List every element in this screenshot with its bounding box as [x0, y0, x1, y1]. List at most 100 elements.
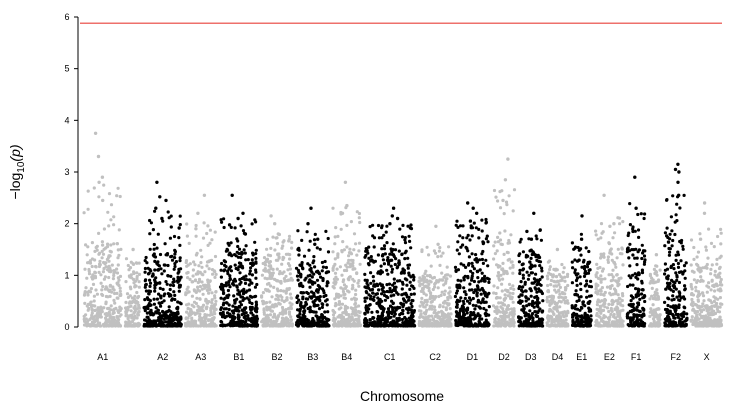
- snp-point: [146, 324, 150, 328]
- snp-point: [167, 216, 171, 220]
- snp-point: [299, 281, 303, 285]
- snp-point: [587, 301, 591, 305]
- snp-point: [493, 320, 497, 324]
- snp-point: [268, 275, 272, 279]
- snp-point: [385, 268, 389, 272]
- snp-point: [250, 281, 254, 285]
- snp-point: [175, 311, 179, 315]
- snp-point: [348, 262, 352, 266]
- snp-point: [546, 299, 551, 303]
- snp-point: [267, 264, 271, 268]
- snp-point: [210, 313, 214, 317]
- snp-point: [433, 282, 437, 286]
- snp-point: [632, 321, 636, 325]
- snp-point: [486, 321, 490, 325]
- snp-point: [239, 303, 243, 307]
- snp-point: [606, 258, 610, 262]
- snp-point: [184, 293, 188, 297]
- snp-point: [531, 250, 535, 254]
- snp-point: [594, 233, 598, 237]
- snp-point: [409, 292, 413, 296]
- snp-point: [265, 301, 269, 305]
- snp-point: [332, 309, 336, 313]
- snp-point: [627, 256, 631, 260]
- snp-point: [477, 320, 481, 324]
- snp-point: [166, 274, 170, 278]
- snp-point: [318, 299, 322, 303]
- snp-point: [363, 272, 367, 276]
- snp-point: [480, 229, 484, 233]
- snp-point: [598, 307, 602, 311]
- snp-point: [92, 186, 96, 190]
- snp-point: [354, 308, 358, 312]
- snp-point: [398, 324, 403, 328]
- snp-point: [388, 304, 393, 308]
- snp-point: [596, 298, 600, 302]
- snp-point: [280, 316, 285, 320]
- snp-point: [652, 281, 657, 285]
- snp-point: [558, 324, 562, 328]
- snp-point: [235, 250, 239, 254]
- snp-point: [342, 283, 347, 287]
- snp-point: [463, 313, 467, 317]
- snp-point: [469, 269, 473, 273]
- snp-point: [464, 292, 468, 297]
- snp-point: [247, 298, 251, 302]
- snp-peak-point: [436, 242, 440, 246]
- snp-point: [534, 234, 538, 238]
- snp-point: [396, 292, 400, 296]
- snp-point: [400, 235, 405, 239]
- snp-point: [104, 300, 108, 304]
- snp-point: [400, 287, 404, 291]
- snp-point: [648, 297, 652, 301]
- snp-point: [402, 268, 406, 273]
- snp-point: [156, 232, 160, 236]
- snp-point: [115, 271, 120, 275]
- snp-point: [254, 256, 258, 260]
- snp-point: [442, 292, 446, 297]
- snp-point: [206, 318, 211, 323]
- chromosome-seg1-points: [123, 247, 142, 328]
- snp-point: [407, 295, 411, 299]
- snp-point: [357, 314, 361, 318]
- snp-point: [425, 280, 429, 284]
- snp-point: [300, 261, 304, 265]
- snp-point: [244, 320, 248, 324]
- snp-point: [260, 273, 264, 277]
- snp-point: [268, 313, 273, 317]
- snp-point: [465, 311, 469, 315]
- snp-point: [564, 295, 568, 300]
- snp-point: [286, 262, 291, 266]
- snp-point: [109, 218, 113, 222]
- snp-point: [658, 268, 662, 272]
- snp-point: [322, 291, 326, 295]
- snp-point: [642, 307, 646, 311]
- snp-point: [178, 243, 182, 247]
- snp-point: [113, 323, 117, 327]
- snp-point: [517, 260, 522, 264]
- snp-point: [137, 280, 141, 284]
- snp-point: [588, 260, 592, 264]
- snp-point: [354, 317, 358, 322]
- snp-point: [432, 275, 436, 280]
- snp-point: [309, 266, 313, 270]
- snp-peak-point: [273, 222, 277, 226]
- snp-point: [557, 283, 561, 287]
- snp-point: [187, 241, 191, 245]
- snp-point: [496, 240, 500, 244]
- snp-point: [527, 303, 531, 307]
- snp-point: [275, 267, 279, 271]
- snp-point: [426, 316, 430, 321]
- snp-point: [296, 247, 300, 252]
- snp-point: [388, 252, 392, 256]
- snp-point: [545, 321, 549, 325]
- snp-point: [115, 267, 119, 271]
- snp-point: [98, 259, 102, 263]
- snp-point: [601, 324, 605, 328]
- snp-point: [409, 227, 414, 231]
- snp-point: [168, 287, 172, 292]
- chromosome-A1-points: [82, 131, 123, 328]
- snp-point: [253, 309, 258, 313]
- snp-point: [446, 303, 450, 307]
